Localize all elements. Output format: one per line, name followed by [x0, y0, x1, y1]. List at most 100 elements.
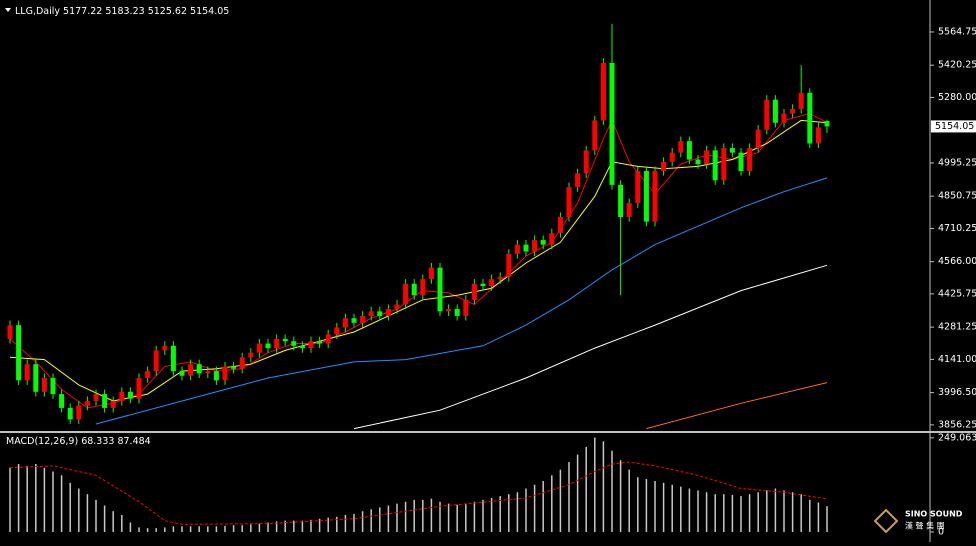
macd-bar: [465, 503, 467, 532]
candle-body: [686, 141, 692, 160]
macd-bar: [800, 494, 802, 532]
macd-bar: [35, 463, 37, 532]
macd-bar: [275, 521, 278, 532]
macd-bar: [490, 497, 493, 532]
macd-bar: [551, 475, 553, 532]
current-price-label: 5154.05: [935, 121, 974, 132]
macd-bar: [78, 488, 80, 532]
macd-bar: [215, 526, 218, 532]
candle-body: [497, 276, 503, 280]
candle-body: [540, 240, 546, 245]
macd-bar: [112, 511, 114, 532]
candle-body: [669, 152, 675, 162]
macd-bar: [705, 492, 708, 532]
candle-body: [179, 371, 185, 376]
macd-bar: [379, 507, 381, 532]
macd-bar: [189, 526, 192, 532]
candle-body: [583, 150, 589, 174]
y-tick-label: 249.063: [938, 432, 976, 443]
macd-bar: [413, 499, 415, 532]
macd-bar: [671, 484, 673, 532]
macd-bar: [533, 484, 536, 532]
title: MACD(12,26,9): [6, 436, 78, 447]
macd-bar: [499, 496, 501, 532]
candle-body: [299, 345, 305, 349]
macd-bar: [146, 528, 149, 532]
chart-title: LLG,Daily 5177.22 5183.23 5125.62 5154.0…: [15, 6, 229, 17]
candle-body: [566, 187, 572, 218]
macd-bar: [766, 490, 768, 532]
macd-bar: [232, 525, 235, 532]
macd-bar: [198, 526, 200, 532]
macd-bar: [86, 494, 89, 532]
macd-bar: [430, 498, 433, 532]
candle-body: [110, 401, 116, 408]
macd-bar: [138, 527, 140, 532]
candle-body: [231, 366, 237, 369]
logo: SINO SOUND 漢 聲 集 團: [873, 508, 963, 534]
macd-bar: [791, 492, 794, 532]
macd-bar: [69, 482, 71, 532]
candle-body: [446, 309, 452, 312]
moving-average: [9, 112, 828, 409]
signal-value: 87.484: [117, 436, 150, 447]
macd-bar: [172, 526, 175, 532]
candle-body: [205, 371, 211, 374]
macd-bar: [387, 505, 390, 532]
close-value: 5154.05: [190, 6, 229, 17]
macd-bar: [723, 494, 725, 532]
macd-bar: [680, 486, 682, 532]
macd-bar: [826, 506, 828, 532]
macd-bar: [516, 492, 519, 532]
candle-body: [153, 350, 159, 372]
candle-body: [145, 371, 151, 379]
candle-body: [712, 150, 718, 181]
candle-body: [274, 338, 280, 349]
candle-body: [575, 173, 581, 188]
candle-body: [188, 364, 194, 376]
macd-bar: [447, 503, 450, 532]
macd-bar: [9, 467, 11, 532]
y-tick-label: 5564.75: [938, 26, 976, 37]
candle-body: [592, 120, 598, 151]
menu-triangle[interactable]: [5, 8, 11, 12]
candle-body: [368, 311, 374, 316]
macd-bar: [602, 441, 605, 532]
candle-body: [102, 394, 108, 408]
y-tick-label: 4850.75: [938, 191, 976, 202]
candle-body: [411, 283, 417, 296]
macd-bar: [103, 505, 106, 532]
macd-bar: [284, 520, 286, 532]
open-value: 5177.22: [63, 6, 102, 17]
macd-bar: [422, 499, 424, 532]
candle-body: [678, 141, 684, 153]
candle-body: [420, 279, 426, 296]
macd-bar: [439, 501, 441, 532]
title: LLG,Daily: [15, 6, 60, 17]
candle-body: [454, 309, 460, 316]
candle-body: [738, 152, 744, 172]
macd-bar: [619, 460, 622, 532]
candle-body: [600, 62, 606, 121]
macd-bar: [568, 462, 570, 532]
macd-bar: [293, 520, 295, 532]
macd-title: MACD(12,26,9) 68.333 87.484: [6, 436, 151, 447]
y-tick-label: 0: [938, 526, 944, 537]
macd-bar: [26, 465, 28, 532]
candle-body: [239, 357, 245, 369]
candle-body: [815, 127, 821, 144]
macd-bar: [809, 499, 811, 532]
macd-bar: [645, 479, 648, 532]
macd-bar: [662, 482, 665, 532]
candle-body: [84, 401, 90, 406]
candle-body: [463, 299, 469, 316]
macd-bar: [817, 502, 820, 532]
macd-bar: [404, 501, 407, 532]
macd-bar: [310, 519, 312, 532]
macd-bar: [181, 526, 183, 532]
macd-bar: [353, 513, 355, 532]
macd-bar: [456, 504, 458, 532]
candle-body: [824, 121, 830, 127]
